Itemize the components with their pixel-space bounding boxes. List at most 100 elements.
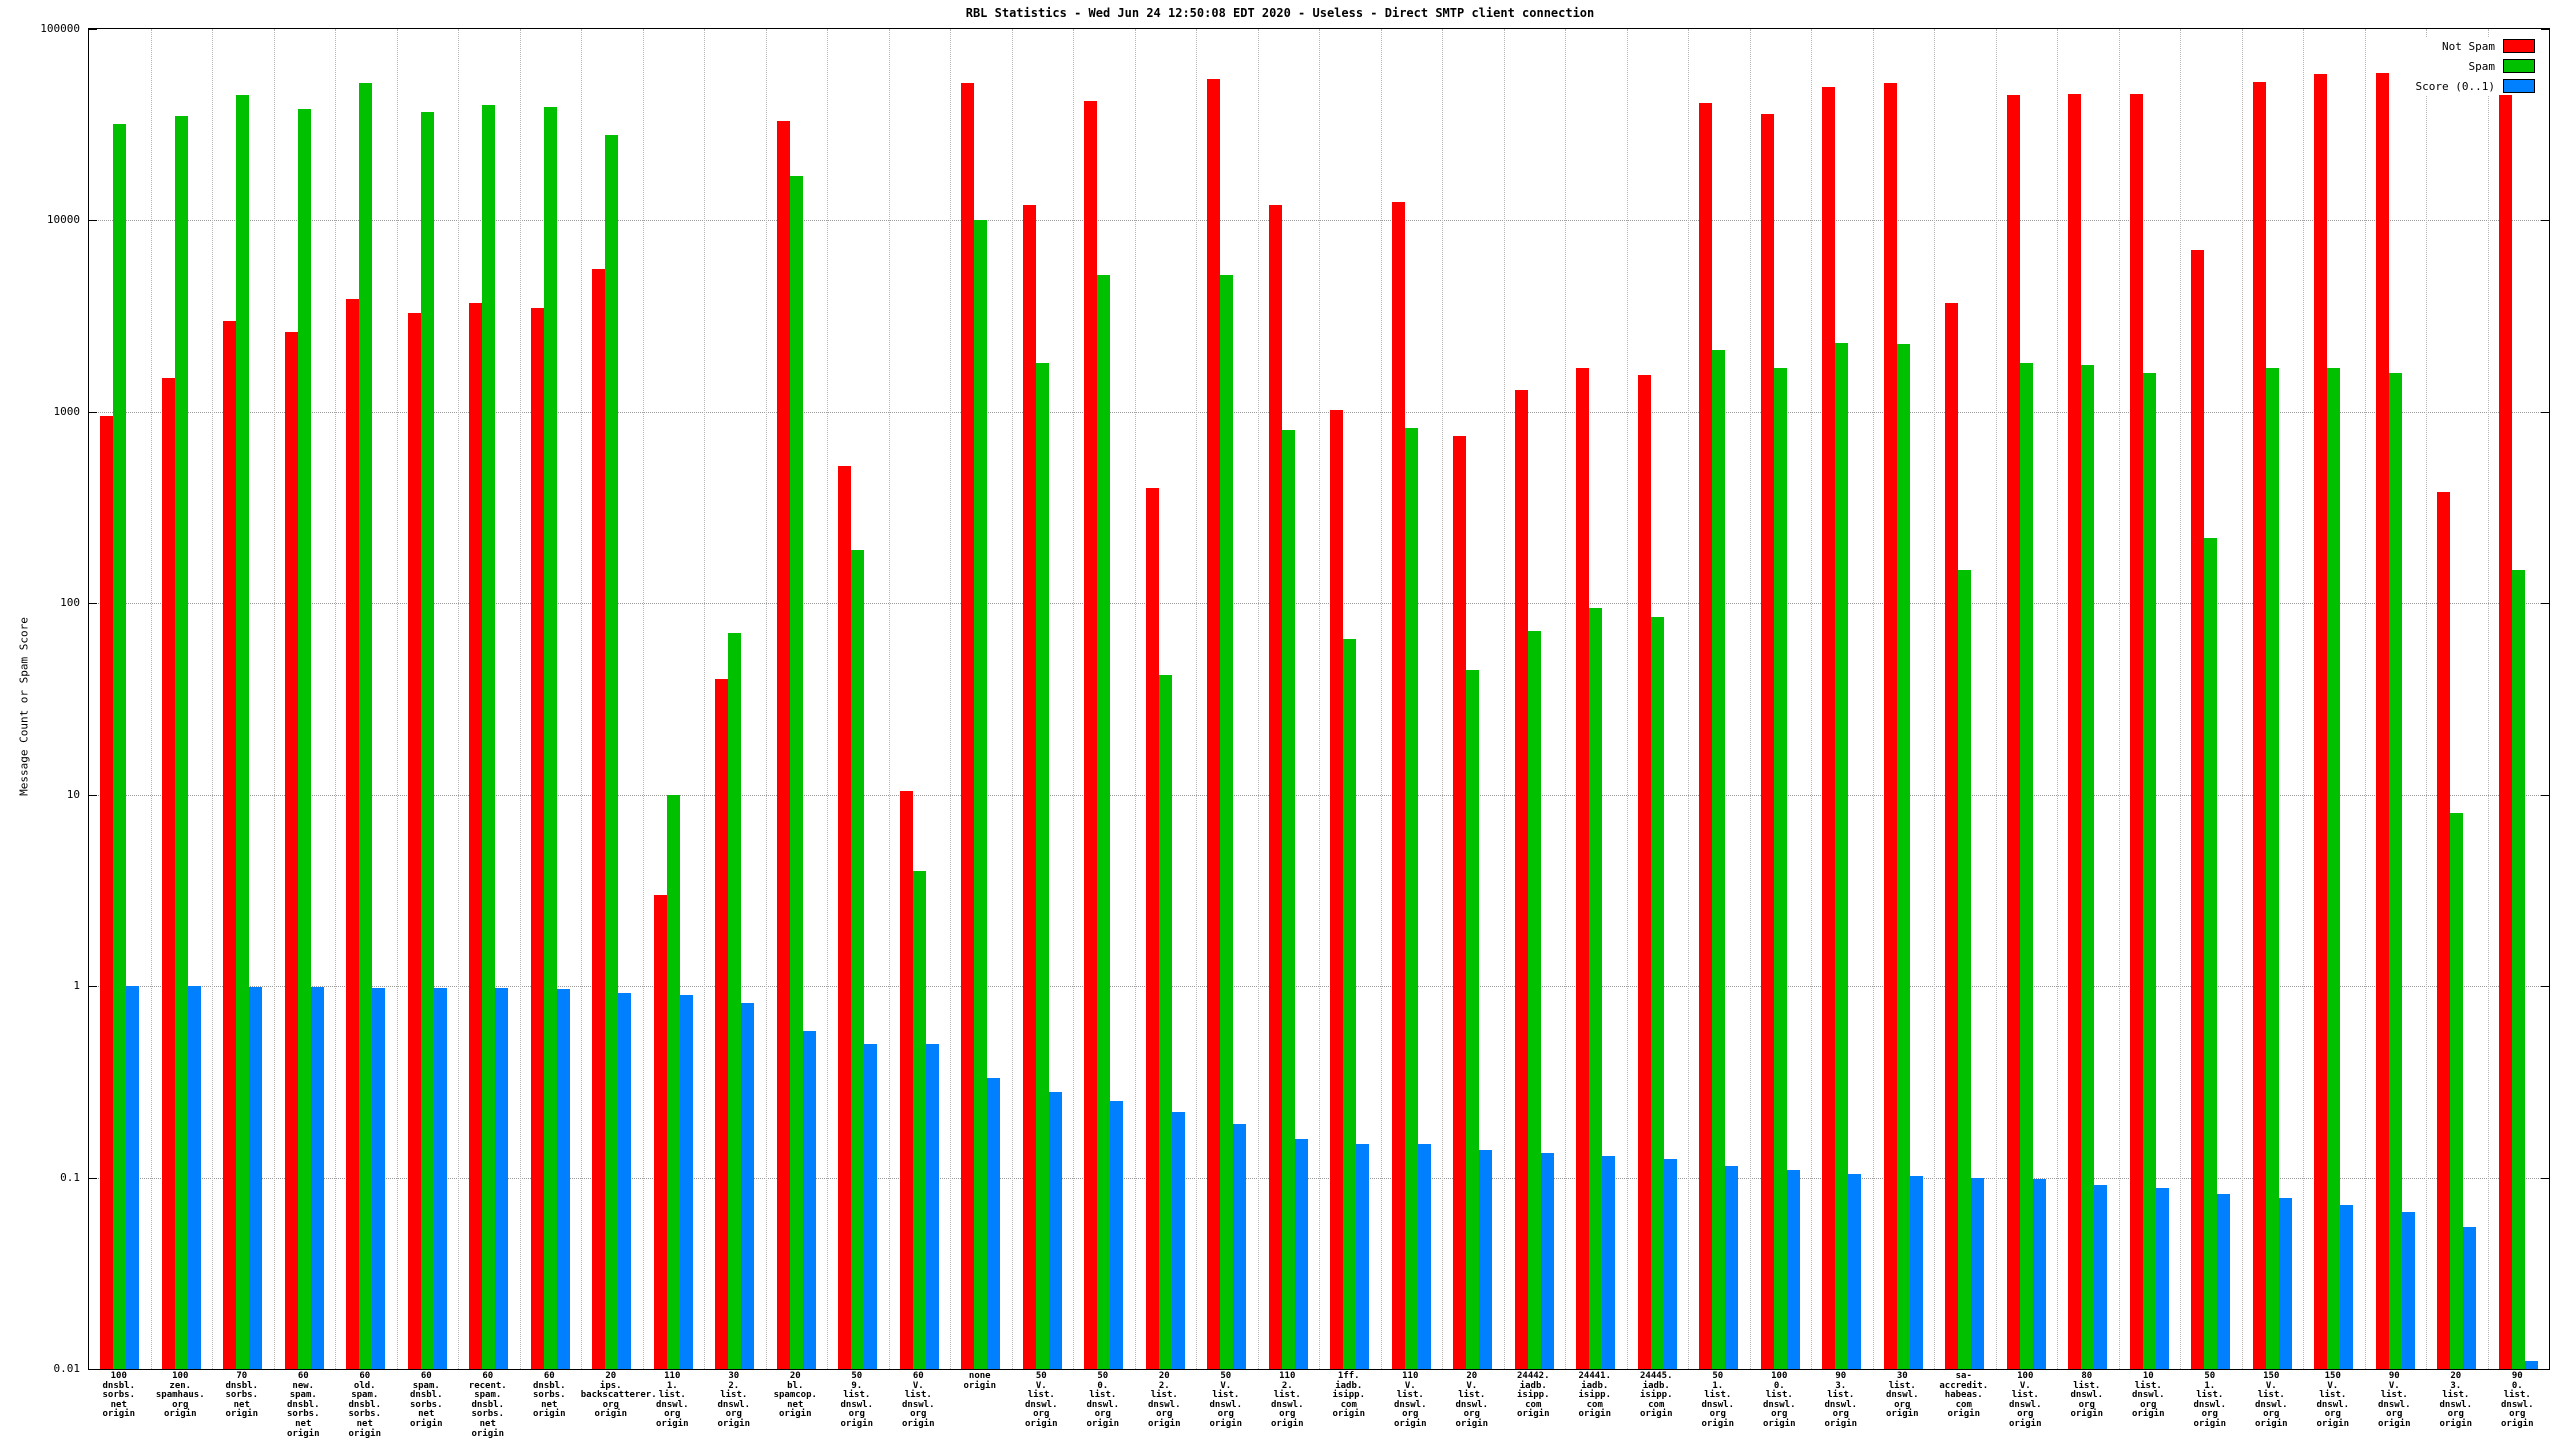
x-tick-label-line: old. xyxy=(353,1380,376,1391)
x-tick-label: 50 1. list. dnswl. org origin xyxy=(2180,1371,2240,1430)
x-tick-label-line: none xyxy=(968,1371,991,1381)
axis-tick xyxy=(89,29,97,30)
x-tick-label-line: sorbs. xyxy=(348,1409,381,1420)
bar-not-spam xyxy=(407,312,421,1369)
v-gridline xyxy=(2487,29,2489,1369)
bar-score-0-1 xyxy=(2155,1188,2169,1369)
axis-tick xyxy=(2541,986,2549,988)
legend-swatch xyxy=(2503,39,2535,53)
v-gridline xyxy=(2364,29,2366,1369)
bar-spam xyxy=(2081,365,2095,1369)
bar-not-spam xyxy=(592,268,606,1369)
x-tick-label-line: 2. xyxy=(1158,1380,1170,1391)
x-tick-label-line: 60 xyxy=(912,1371,924,1381)
x-tick-label-line: dnswl. xyxy=(717,1399,750,1410)
x-tick-label-line: spam. xyxy=(289,1390,317,1401)
v-gridline xyxy=(396,29,398,1369)
x-tick-label-line: 20 xyxy=(1158,1371,1170,1381)
x-tick-label: 60 V. list. dnswl. org origin xyxy=(888,1371,948,1430)
v-gridline xyxy=(2057,29,2058,1369)
v-gridline xyxy=(704,29,705,1369)
bar-not-spam xyxy=(1945,303,1959,1369)
x-tick-label-line: list. xyxy=(1027,1390,1055,1401)
bar-spam xyxy=(2450,813,2464,1369)
bar-not-spam xyxy=(2006,95,2020,1369)
x-tick-label-line: 60 xyxy=(297,1371,309,1381)
bar-not-spam xyxy=(1760,113,1774,1369)
x-tick-label-line: origin xyxy=(1762,1418,1796,1429)
x-tick-label: 90 3. list. dnswl. org origin xyxy=(1811,1371,1871,1430)
bar-not-spam xyxy=(1391,201,1405,1369)
bar-spam xyxy=(851,549,865,1369)
bar-spam xyxy=(1958,569,1972,1369)
x-tick-label-line: dnswl. xyxy=(2500,1399,2534,1410)
chart-title: RBL Statistics - Wed Jun 24 12:50:08 EDT… xyxy=(965,6,1595,20)
x-tick-label-line: list. xyxy=(2319,1390,2347,1401)
x-tick-label-line: dnswl. xyxy=(840,1399,873,1410)
x-tick-label-line: 24445. xyxy=(1639,1371,1673,1381)
bar-not-spam xyxy=(100,416,114,1369)
x-tick-label-line: org xyxy=(2386,1409,2403,1420)
bar-spam xyxy=(912,870,926,1369)
bar-score-0-1 xyxy=(2278,1198,2292,1369)
x-tick-label-line: dnswl. xyxy=(2008,1399,2042,1410)
x-tick-label-line: 0. xyxy=(1097,1380,1109,1391)
bar-spam xyxy=(1712,350,1726,1369)
x-tick-label-line: com xyxy=(1586,1399,1603,1410)
x-tick-label-line: dnswl. xyxy=(2193,1399,2226,1410)
bar-spam xyxy=(1896,344,1910,1369)
x-tick-label: 90 V. list. dnswl. org origin xyxy=(2364,1371,2424,1430)
v-gridline xyxy=(888,29,890,1369)
x-tick-label-line: dnswl. xyxy=(901,1399,935,1410)
x-tick-label-line: origin xyxy=(2316,1418,2349,1429)
x-tick-label-line: 9. xyxy=(851,1380,863,1391)
bar-spam xyxy=(2019,363,2033,1369)
bar-spam xyxy=(1220,274,1234,1369)
bar-score-0-1 xyxy=(2340,1204,2354,1369)
bar-spam xyxy=(789,176,803,1369)
v-gridline xyxy=(950,29,951,1369)
x-tick-label-line: isipp. xyxy=(1332,1390,1365,1401)
v-gridline xyxy=(765,29,767,1369)
x-tick-label-line: dnswl. xyxy=(2377,1399,2411,1410)
x-tick-label-line: list. xyxy=(2503,1390,2531,1401)
bar-spam xyxy=(482,105,496,1369)
x-tick-label-line: 60 xyxy=(359,1371,371,1381)
x-tick-label-line: origin xyxy=(2193,1418,2226,1429)
bar-not-spam xyxy=(2191,250,2205,1369)
x-tick-label-line: com xyxy=(1340,1399,1357,1410)
x-tick-label: 50 1. list. dnswl. org origin xyxy=(1688,1371,1748,1430)
bar-score-0-1 xyxy=(556,988,570,1369)
x-tick-label: 10 list. dnswl. org origin xyxy=(2118,1371,2178,1420)
x-tick-label-line: 3. xyxy=(1835,1380,1847,1391)
bar-not-spam xyxy=(961,83,975,1369)
axis-tick xyxy=(2541,29,2549,30)
x-tick-label-line: 24442. xyxy=(1516,1371,1550,1381)
x-tick-label-line: list. xyxy=(843,1390,871,1401)
v-gridline xyxy=(1380,29,1382,1369)
x-tick-label: 70 dnsbl. sorbs. net origin xyxy=(212,1371,272,1420)
x-tick-label-line: com xyxy=(1648,1399,1665,1410)
bar-spam xyxy=(1589,607,1603,1369)
legend-swatch xyxy=(2503,59,2535,73)
x-tick-label-line: sorbs. xyxy=(471,1409,504,1420)
x-tick-label-line: spam. xyxy=(474,1390,502,1401)
x-tick-label-line: dnsbl. xyxy=(286,1399,320,1410)
bar-not-spam xyxy=(1453,435,1467,1369)
x-tick-label-line: 90 xyxy=(1835,1371,1847,1381)
bar-spam xyxy=(1158,675,1172,1369)
x-tick-label-line: origin xyxy=(409,1418,443,1429)
bar-not-spam xyxy=(530,307,544,1369)
x-tick-label-line: org xyxy=(1033,1409,1050,1420)
x-tick-label-line: V. xyxy=(2265,1380,2277,1391)
x-tick-label-line: list. xyxy=(1888,1380,1916,1391)
x-tick-label-line: org xyxy=(1463,1409,1480,1420)
x-tick-label-line: sorbs. xyxy=(409,1399,443,1410)
x-tick-label-line: origin xyxy=(1701,1418,1734,1429)
x-tick-label-line: 10 xyxy=(2142,1371,2154,1381)
x-tick-label-line: 100 xyxy=(2017,1371,2034,1381)
bar-not-spam xyxy=(2252,81,2266,1369)
axis-tick xyxy=(89,411,97,413)
x-tick-label-line: origin xyxy=(2500,1418,2534,1429)
x-tick-label: 90 0. list. dnswl. org origin xyxy=(2487,1371,2547,1430)
